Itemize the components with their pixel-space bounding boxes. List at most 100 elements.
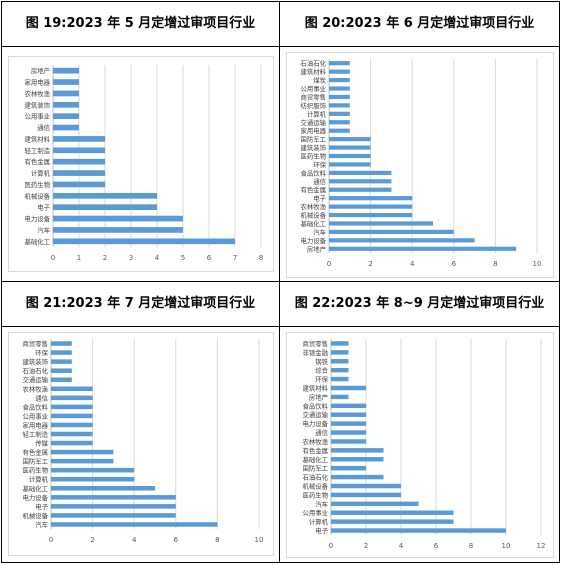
- category-label: 医药生物: [22, 466, 48, 475]
- x-tick-label: 8: [259, 254, 263, 262]
- category-label: 家用电器: [300, 126, 326, 135]
- category-label: 机械设备: [302, 482, 328, 491]
- category-label: 轻工制造: [24, 146, 50, 155]
- chart-frame: 0 2 4 6 8 10 石油石化 建筑材料 煤炭 公用事业 商贸零售 纺织服饰 计算机 交通运输 家用电器…: [286, 52, 554, 278]
- bar: [331, 350, 349, 355]
- bar: [331, 528, 506, 533]
- category-label: 通信: [315, 428, 328, 437]
- bar: [51, 467, 135, 473]
- category-label: 公用事业: [300, 84, 326, 93]
- bar: [51, 513, 176, 518]
- x-tick-label: 8: [493, 260, 497, 268]
- bar: [53, 238, 235, 245]
- x-tick-label: 2: [90, 536, 94, 544]
- bar: [53, 227, 183, 233]
- x-tick-label: 0: [49, 536, 53, 544]
- bar: [329, 179, 392, 184]
- bar: [53, 67, 79, 74]
- bar: [329, 187, 392, 192]
- bar: [331, 385, 366, 391]
- bar: [51, 404, 93, 410]
- category-label: 环保: [35, 348, 48, 357]
- bar: [331, 421, 366, 426]
- bar: [331, 519, 454, 524]
- category-label: 国防军工: [302, 464, 328, 473]
- category-label: 机械设备: [24, 191, 50, 200]
- bar: [331, 474, 384, 480]
- bar: [331, 457, 384, 462]
- category-label: 传媒: [35, 439, 48, 448]
- bar-chart-july: 0 2 4 6 8 10 商贸零售环保建筑装饰石油石化交通运输农林牧渔通信食品饮料公用事业家…: [22, 339, 263, 544]
- bar: [329, 94, 350, 100]
- category-label: 有色金属: [302, 446, 328, 455]
- bar: [329, 246, 517, 251]
- chart-frame: 0 2 4 6 8 10 商贸零售 环保 建筑装饰 石油石化 交通运输 农林牧渔 通信 食品饮料 公用事业家…: [8, 332, 274, 556]
- bar: [329, 238, 475, 243]
- bar: [51, 440, 93, 446]
- bar: [331, 394, 349, 400]
- category-label: 煤炭: [313, 76, 326, 85]
- bar: [51, 522, 218, 527]
- bar: [51, 359, 72, 364]
- bar: [51, 341, 72, 346]
- x-tick-label: 5: [181, 254, 185, 262]
- bar: [329, 137, 371, 142]
- category-label: 环保: [313, 160, 326, 169]
- panel-june: 图 20:2023 年 6 月定增过审项目行业 0 2 4 6 8 10 石油石化 建筑材料煤…: [280, 2, 559, 282]
- category-label: 计算机: [307, 109, 327, 118]
- bar: [53, 113, 79, 120]
- bar: [329, 162, 371, 167]
- category-label: 医药生物: [300, 152, 326, 161]
- bar: [329, 103, 350, 108]
- bar: [51, 377, 72, 382]
- category-label: 房地产: [307, 244, 326, 253]
- category-label: 家用电器: [22, 420, 48, 429]
- category-label: 商贸零售: [302, 339, 328, 348]
- bar: [53, 136, 105, 142]
- bar: [329, 61, 350, 66]
- x-tick-label: 2: [103, 254, 107, 262]
- bar: [53, 192, 157, 199]
- category-label: 交通运输: [300, 118, 326, 127]
- x-tick-label: 6: [174, 536, 179, 544]
- category-label: 基础化工: [302, 455, 328, 464]
- bar: [329, 212, 413, 218]
- x-tick-label: 7: [233, 254, 237, 262]
- x-tick-label: 2: [368, 260, 372, 268]
- category-label: 计算机: [29, 475, 49, 484]
- bar: [53, 170, 105, 176]
- category-label: 国防军工: [300, 135, 326, 144]
- bar: [329, 204, 413, 209]
- bar: [51, 495, 176, 500]
- bar: [51, 449, 114, 455]
- category-label: 公用事业: [22, 411, 48, 420]
- bar: [51, 458, 114, 464]
- category-label: 公用事业: [24, 112, 50, 121]
- category-label: 公用事业: [302, 508, 328, 517]
- bar: [331, 403, 366, 409]
- panel-july: 图 21:2023 年 7 月定增过审项目行业 0 2 4 6 8 10 商贸零售 环保 建筑装…: [2, 282, 280, 562]
- category-label: 石油石化: [22, 366, 48, 375]
- category-label: 医药生物: [302, 490, 328, 499]
- category-label: 汽车: [313, 227, 326, 236]
- bar: [51, 368, 72, 373]
- category-label: 电子: [315, 526, 328, 535]
- bar: [329, 221, 433, 226]
- category-label: 房地产: [309, 392, 328, 401]
- x-tick-label: 4: [410, 260, 415, 268]
- bar: [53, 101, 79, 108]
- bar: [51, 395, 93, 401]
- x-tick-label: 8: [215, 536, 219, 544]
- bar-chart-june: 0 2 4 6 8 10 石油石化建筑材料煤炭公用事业商贸零售纺织服饰计算机交通运输家用电器…: [300, 59, 542, 268]
- x-tick-label: 6: [452, 260, 457, 268]
- category-label: 轻工制造: [22, 430, 48, 439]
- bar: [51, 476, 135, 482]
- category-label: 食品饮料: [302, 401, 328, 410]
- x-tick-label: 10: [533, 260, 542, 268]
- x-tick-label: 4: [399, 542, 404, 550]
- x-tick-label: 0: [51, 254, 55, 262]
- bar: [53, 204, 157, 211]
- category-label: 农林牧渔: [302, 437, 328, 446]
- category-label: 食品饮料: [22, 402, 48, 411]
